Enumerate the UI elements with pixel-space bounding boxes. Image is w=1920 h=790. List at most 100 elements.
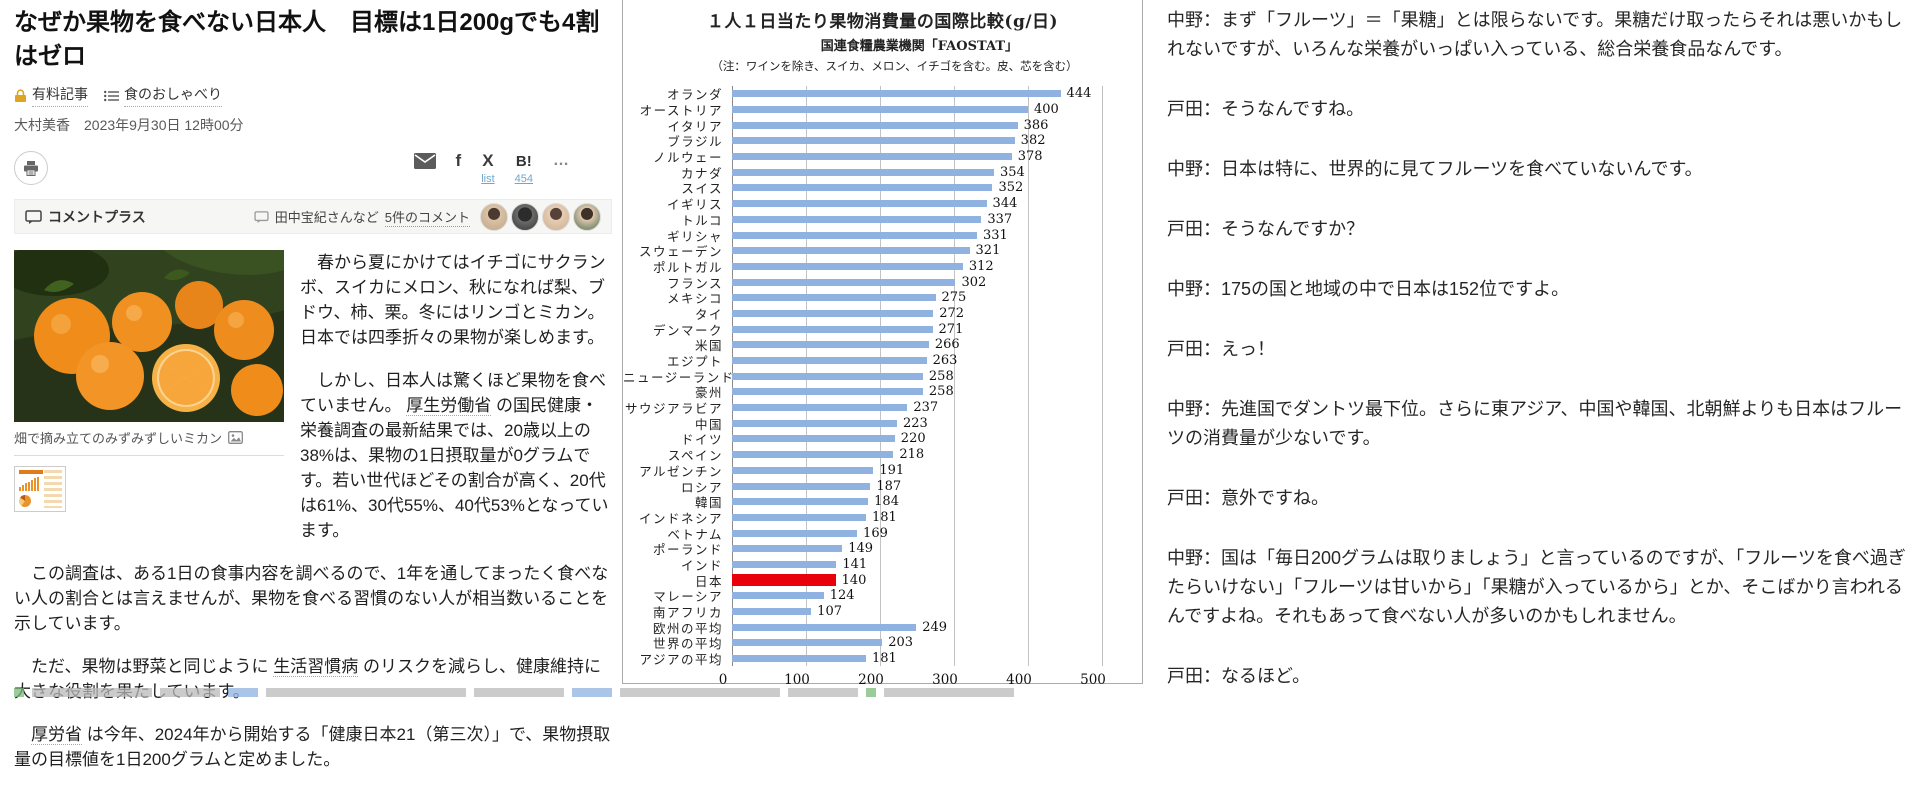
chart-value-label: 272 (939, 305, 965, 321)
chart-value-label: 220 (900, 431, 926, 447)
avatar[interactable] (511, 202, 539, 231)
comment-plus-bar[interactable]: コメントプラス 田中宝紀さんなど 5件のコメント (14, 199, 612, 234)
chart-track: 272 (732, 305, 1103, 322)
korosho-link[interactable]: 厚労省 (31, 725, 82, 745)
share-hatena-button[interactable]: B! 454 (514, 151, 533, 186)
chart-value-label: 237 (913, 400, 939, 416)
dialogue-paragraph: 戸田：なるほど。 (1167, 666, 1311, 686)
chart-track: 321 (732, 242, 1103, 259)
chart-category-label: ギリシャ (666, 228, 723, 244)
category-tag[interactable]: 食のおしゃべり (104, 84, 222, 107)
print-button[interactable] (14, 151, 48, 185)
chart-category-label: イギリス (666, 197, 723, 213)
chart-row: トルコ 337 (623, 211, 1142, 228)
share-x-button[interactable]: X list (481, 151, 494, 185)
image-icon[interactable] (228, 431, 243, 444)
chart-row: エジプト 263 (623, 352, 1142, 369)
chart-category-label: イタリア (667, 118, 723, 134)
infographic-thumbnail[interactable] (14, 466, 66, 512)
bar (732, 513, 866, 521)
avatar[interactable] (573, 202, 601, 231)
publish-date: 2023年9月30日 12時00分 (84, 117, 244, 133)
x-tick-label: 300 (932, 672, 958, 689)
chart-value-label: 258 (928, 384, 954, 400)
chart-row: 米国 266 (623, 337, 1142, 353)
dialogue-paragraph: 中野：175の国と地域の中で日本は152位ですよ。 (1167, 279, 1570, 299)
mikan-photo[interactable] (14, 250, 284, 422)
chart-track: 302 (732, 274, 1103, 290)
more-options-icon: … (553, 152, 570, 169)
chart-x-axis: 0 100 200 300 400 500 (719, 670, 1106, 694)
chart-row: イギリス 344 (623, 195, 1142, 213)
share-mail-button[interactable] (413, 151, 436, 171)
byline: 大村美香 2023年9月30日 12時00分 (14, 115, 612, 135)
chart-row: 中国 223 (623, 415, 1142, 432)
chart-value-label: 187 (876, 478, 902, 494)
chart-value-label: 223 (903, 415, 928, 431)
chart-row: マレーシア 124 (623, 588, 1142, 604)
mhlw-link[interactable]: 厚生労働省 (406, 396, 492, 416)
chart-row: オランダ 444 (623, 86, 1142, 102)
bar (732, 639, 883, 647)
chart-track: 223 (732, 415, 1103, 432)
bar (732, 309, 934, 317)
divider (14, 455, 284, 456)
chart-track: 141 (732, 556, 1103, 573)
bar (732, 153, 1012, 161)
hatena-count-link[interactable]: 454 (514, 173, 533, 185)
chart-row: タイ 272 (623, 305, 1142, 322)
clipped-content-strip (0, 688, 1164, 697)
chart-row: サウジアラビア 237 (623, 399, 1142, 417)
chart-category-label: ブラジル (667, 134, 723, 150)
bar (732, 184, 993, 192)
x-tick-label: 200 (858, 672, 884, 689)
bar (732, 137, 1015, 145)
cut-orange (152, 344, 220, 412)
avatar[interactable] (542, 202, 570, 231)
bar (732, 121, 1018, 129)
chart-track: 258 (732, 384, 1103, 400)
chart-track: 344 (732, 195, 1103, 212)
chart-category-label: サウジアラビア (624, 401, 723, 417)
chart-value-label: 149 (848, 541, 874, 557)
chart-track: 107 (732, 603, 1103, 620)
chart-category-label: オランダ (666, 87, 723, 103)
x-list-link[interactable]: list (481, 173, 495, 185)
author-name[interactable]: 大村美香 (14, 117, 70, 133)
avatar[interactable] (480, 202, 508, 231)
chart-row: アルゼンチン 191 (623, 462, 1142, 479)
hatena-bookmark-icon: B! (515, 152, 532, 170)
chart-value-label: 344 (992, 196, 1018, 212)
paragraph: しかし、日本人は驚くほど果物を食べていません。 厚生労働省 の国民健康・栄養調査… (300, 371, 609, 540)
bar (732, 482, 871, 490)
chart-value-label: 184 (874, 494, 899, 510)
chart-track: 218 (732, 446, 1103, 463)
chart-value-label: 181 (871, 509, 897, 525)
bar (732, 560, 837, 568)
chart-value-label: 337 (987, 211, 1013, 227)
dialogue-paragraph: 戸田：意外ですね。 (1167, 488, 1329, 508)
chart-track: 220 (732, 431, 1103, 447)
chart-category-label: カナダ (680, 165, 723, 181)
chart-category-label: ドイツ (680, 432, 723, 448)
bar (732, 200, 987, 208)
chart-category-label: メキシコ (666, 291, 723, 307)
paid-article-tag[interactable]: 有料記事 (14, 84, 88, 107)
dialogue-paragraph: 中野：先進国でダントツ最下位。さらに東アジア、中国や韓国、北朝鮮よりも日本はフル… (1167, 399, 1903, 448)
chart-value-label: 169 (863, 525, 888, 541)
page-title: なぜか果物を食べない日本人 目標は1日200gでも4割はゼロ (14, 9, 600, 70)
chart-row: 日本 140 (623, 572, 1142, 589)
lifestyle-disease-link[interactable]: 生活習慣病 (273, 657, 359, 677)
chart-track: 187 (732, 478, 1103, 494)
chart-row: オーストリア 400 (623, 101, 1142, 118)
bar (732, 278, 956, 286)
chart-track: 275 (732, 289, 1103, 306)
share-more-button[interactable]: … (553, 151, 570, 171)
bar (732, 168, 994, 176)
share-facebook-button[interactable]: f (456, 151, 462, 171)
commenter-avatars (480, 202, 601, 231)
chart-category-label: 韓国 (694, 495, 723, 511)
comment-count[interactable]: 田中宝紀さんなど 5件のコメント (254, 202, 601, 231)
bar (732, 294, 936, 302)
chart-category-label: ベトナム (667, 526, 723, 542)
